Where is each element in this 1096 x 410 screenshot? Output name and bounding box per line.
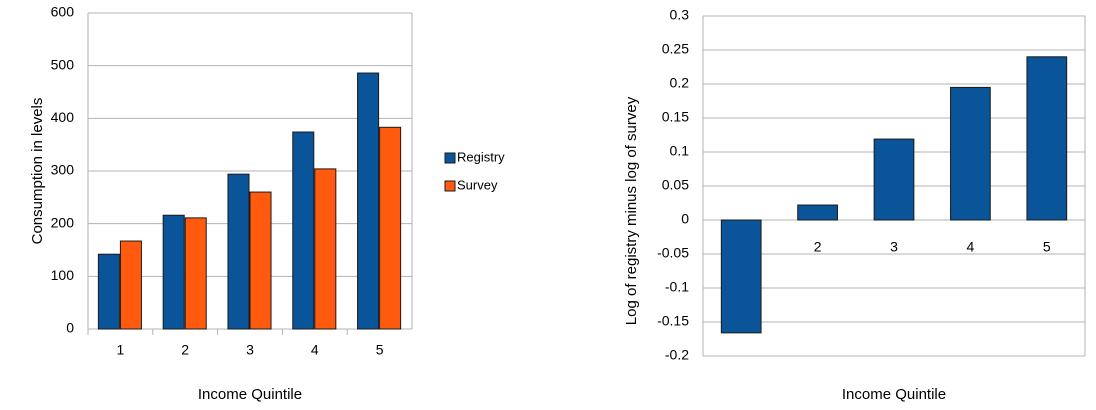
bar — [720, 219, 762, 334]
x-tick-label: 2 — [814, 239, 822, 255]
bar — [873, 138, 915, 221]
bar — [162, 214, 185, 330]
bar — [1026, 56, 1068, 221]
bar — [97, 253, 120, 330]
y-tick-label: 0.05 — [662, 177, 689, 193]
bar — [379, 126, 402, 330]
bar — [950, 86, 991, 221]
bar — [249, 191, 272, 330]
y-axis-label: Log of registry minus log of survey — [623, 96, 640, 325]
y-tick-label: 200 — [51, 214, 75, 230]
y-tick-label: -0.1 — [665, 279, 689, 295]
y-tick-label: -0.05 — [657, 245, 689, 261]
x-tick-label: 4 — [311, 342, 319, 358]
x-tick-label: 3 — [246, 342, 254, 358]
bar — [357, 72, 380, 330]
bar — [227, 173, 250, 330]
y-tick-label: 0.25 — [662, 41, 689, 57]
bar — [119, 240, 142, 330]
y-tick-label: 0.15 — [662, 109, 689, 125]
x-axis-label: Income Quintile — [842, 386, 946, 403]
y-axis-label: Consumption in levels — [29, 98, 46, 245]
legend-label: Registry — [457, 149, 505, 164]
x-axis-label: Income Quintile — [198, 386, 302, 403]
y-tick-label: 400 — [51, 109, 75, 125]
bar — [184, 217, 207, 330]
y-tick-label: 0.2 — [670, 75, 690, 91]
x-tick-label: 2 — [181, 342, 189, 358]
x-tick-label: 1 — [117, 342, 125, 358]
y-tick-label: 600 — [51, 4, 75, 20]
x-tick-label: 3 — [890, 239, 898, 255]
bar — [314, 168, 337, 330]
x-tick-label: 5 — [376, 342, 384, 358]
y-tick-label: 0 — [66, 320, 74, 336]
y-tick-label: 500 — [51, 56, 75, 72]
y-tick-label: 0 — [681, 211, 689, 227]
bar — [797, 204, 838, 221]
y-tick-label: 100 — [51, 267, 75, 283]
bar — [292, 131, 315, 330]
y-tick-label: 300 — [51, 162, 75, 178]
y-tick-label: -0.15 — [657, 313, 689, 329]
y-tick-label: 0.1 — [670, 143, 690, 159]
legend-label: Survey — [457, 177, 498, 192]
y-tick-label: 0.3 — [670, 7, 690, 23]
y-tick-label: -0.2 — [665, 347, 689, 363]
legend-swatch — [444, 152, 456, 164]
x-tick-label: 4 — [967, 239, 975, 255]
legend-swatch — [444, 180, 456, 192]
x-tick-label: 5 — [1043, 239, 1051, 255]
